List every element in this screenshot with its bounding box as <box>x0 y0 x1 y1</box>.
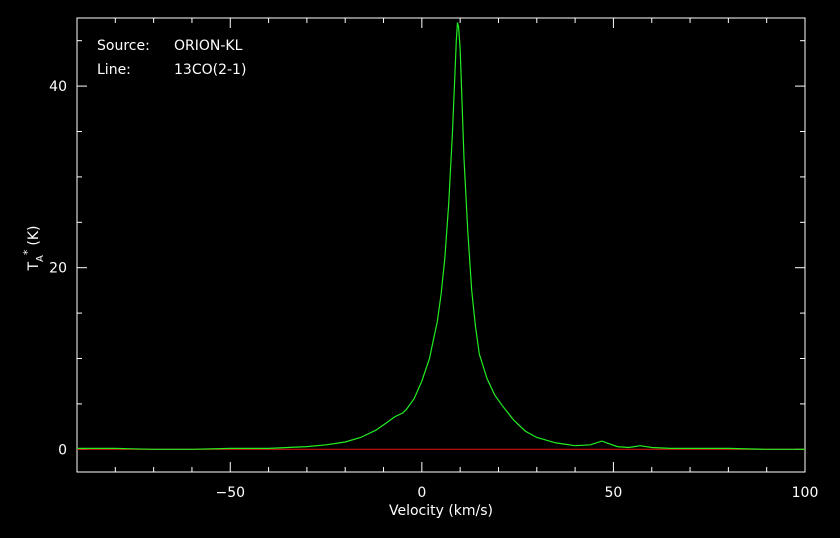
y-axis-title-main: T <box>26 262 42 272</box>
svg-text:TA*(K): TA* (K) <box>21 225 46 271</box>
line-value: 13CO(2-1) <box>174 62 246 78</box>
y-tick-label: 40 <box>49 79 67 95</box>
source-key: Source: <box>97 38 150 54</box>
source-value: ORION-KL <box>174 38 243 54</box>
spectrum-line <box>77 22 805 450</box>
x-axis-title: Velocity (km/s) <box>389 503 493 519</box>
x-tick-label: −50 <box>215 485 245 501</box>
y-axis-title-sub: A <box>35 255 46 262</box>
y-axis-title: TA* (K) <box>21 225 46 271</box>
y-axis-title-unit: (K) <box>26 225 42 245</box>
tick-labels: −50 0 50 100 0 20 40 <box>49 79 818 501</box>
line-key: Line: <box>97 62 131 78</box>
y-tick-label: 20 <box>49 261 67 277</box>
axis-ticks <box>77 18 806 472</box>
y-axis-title-sup: * <box>21 249 34 255</box>
x-tick-label: 0 <box>417 485 426 501</box>
plot-frame <box>76 17 806 473</box>
y-tick-label: 0 <box>58 442 67 458</box>
x-tick-label: 100 <box>792 485 819 501</box>
x-tick-label: 50 <box>605 485 623 501</box>
